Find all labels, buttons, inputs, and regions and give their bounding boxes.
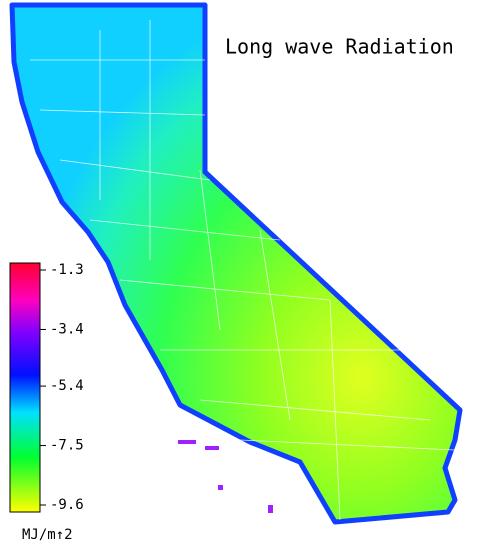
colorbar-tick-label: -3.4 [50, 321, 84, 337]
california [9, 2, 463, 525]
colorbar-unit: MJ/m↑2 [22, 527, 73, 543]
county-lines [30, 20, 456, 521]
map-title: Long wave Radiation [225, 35, 454, 59]
colorbar-tick-label: -9.6 [50, 497, 84, 513]
islands [178, 440, 273, 513]
colorbar-tick-label: -1.3 [50, 262, 84, 278]
colorbar-tick-label: -5.4 [50, 378, 84, 394]
colorbar-tick-label: -7.5 [50, 438, 84, 454]
colorbar-ticks: -1.3 -3.4 -5.4 -7.5 -9.6 [40, 262, 84, 513]
colorbar [9, 262, 41, 513]
